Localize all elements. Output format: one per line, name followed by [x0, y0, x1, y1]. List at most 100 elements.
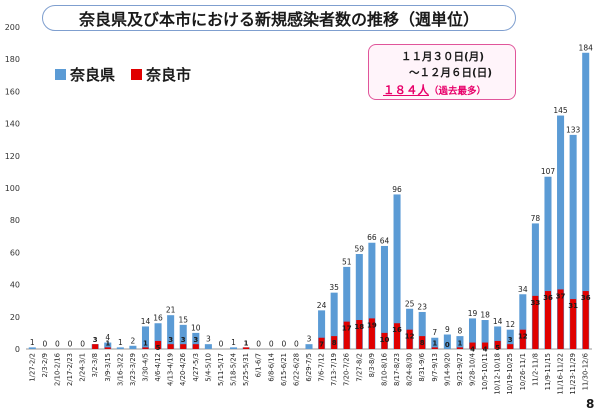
data-label-prefecture: 3: [206, 335, 211, 344]
x-tick-label: 4/20-4/26: [179, 353, 187, 386]
x-tick-label: 2/17-2/23: [66, 353, 74, 386]
bar-city: [469, 342, 476, 349]
data-label-prefecture: 18: [480, 311, 490, 320]
bar-prefecture: [506, 329, 514, 349]
data-label-prefecture: 14: [493, 317, 503, 326]
callout-line-2: ～１２月６日(日): [409, 67, 493, 79]
bar-prefecture: [129, 345, 137, 349]
y-tick-label: 140: [5, 120, 20, 129]
data-label-city: 17: [342, 325, 352, 333]
data-label-city: 5: [495, 344, 500, 352]
y-tick-label: 60: [10, 248, 20, 257]
data-label-city: 10: [380, 336, 390, 344]
callout-note: （過去最多）: [429, 86, 487, 97]
data-label-city: 18: [354, 323, 364, 331]
bar-prefecture: [468, 318, 477, 349]
data-label-city: 33: [531, 299, 541, 307]
x-tick-label: 7/27-8/2: [355, 353, 363, 382]
data-label-city: 36: [543, 294, 553, 302]
data-label-city: 1: [143, 339, 148, 347]
data-label-prefecture: 1: [30, 338, 35, 347]
bar-city: [419, 336, 426, 349]
bar-city: [507, 344, 514, 349]
data-label-prefecture: 1: [231, 338, 236, 347]
x-tick-label: 3/2-3/8: [91, 353, 99, 377]
x-tick-label: 3/9-3/15: [104, 353, 112, 382]
data-label-prefecture: 2: [131, 336, 136, 345]
data-label-city: 1: [457, 339, 462, 347]
data-label-prefecture: 19: [468, 309, 478, 318]
data-label-prefecture: 0: [269, 340, 274, 349]
legend-item-city: 奈良市: [131, 64, 191, 85]
data-label-city: 3: [181, 336, 186, 344]
bar-city: [557, 289, 564, 349]
x-tick-label: 3/23-3/29: [129, 353, 137, 386]
x-tick-label: 4/6-4/12: [154, 353, 162, 382]
bar-prefecture: [494, 326, 502, 349]
bar-city: [331, 336, 338, 349]
data-label-prefecture: 0: [281, 340, 286, 349]
bar-prefecture: [230, 347, 238, 349]
data-label-city: 4: [483, 346, 488, 354]
data-label-prefecture: 107: [541, 167, 556, 176]
x-tick-label: 1/27-2/2: [28, 353, 36, 382]
data-label-prefecture: 25: [405, 299, 415, 308]
bar-prefecture: [519, 294, 527, 349]
y-tick-label: 200: [5, 23, 20, 32]
bar-prefecture: [481, 320, 489, 349]
x-tick-label: 11/23-11/29: [569, 353, 577, 395]
legend: 奈良県 奈良市: [55, 64, 207, 85]
y-tick-label: 80: [10, 216, 20, 225]
x-tick-label: 11/9-11/15: [544, 353, 552, 390]
data-label-city: 4: [470, 346, 475, 354]
bar-city: [356, 320, 363, 349]
bar-city: [243, 347, 250, 349]
data-label-city: 0: [445, 341, 450, 349]
bar-city: [394, 323, 401, 349]
data-label-prefecture: 14: [141, 317, 151, 326]
x-tick-label: 5/4-5/10: [204, 353, 212, 382]
bar-city: [431, 347, 438, 349]
data-label-prefecture: 64: [380, 236, 390, 245]
data-label-city: 3: [93, 336, 98, 344]
bar-city: [482, 342, 489, 349]
bar-city: [381, 332, 388, 349]
bar-prefecture: [443, 334, 451, 349]
x-tick-label: 10/19-10/25: [506, 353, 514, 395]
data-label-city: 7: [319, 341, 324, 349]
data-label-prefecture: 3: [307, 335, 312, 344]
x-tick-label: 4/27-5/3: [192, 353, 200, 382]
x-tick-label: 9/21-9/27: [456, 353, 464, 386]
data-label-prefecture: 7: [432, 328, 437, 337]
bar-prefecture: [116, 347, 124, 349]
bar-prefecture: [28, 347, 36, 349]
bar-prefecture: [179, 324, 187, 349]
legend-label-prefecture: 奈良県: [70, 66, 116, 84]
data-label-prefecture: 133: [566, 125, 581, 134]
data-label-prefecture: 12: [505, 320, 515, 329]
bar-prefecture: [204, 344, 212, 349]
data-label-prefecture: 145: [553, 106, 568, 115]
bar-prefecture: [167, 315, 175, 349]
bar-city: [368, 318, 375, 349]
x-tick-label: 10/12-10/18: [494, 353, 502, 395]
data-label-prefecture: 1: [118, 338, 123, 347]
callout-box: １１月３０日(月) ～１２月６日(日) １８４人（過去最多）: [368, 44, 516, 100]
x-tick-label: 3/16-3/22: [116, 353, 124, 386]
data-label-prefecture: 10: [191, 323, 201, 332]
x-tick-label: 11/2-11/8: [531, 353, 539, 386]
data-label-city: 3: [193, 336, 198, 344]
bar-city: [406, 329, 413, 349]
x-tick-label: 9/28-10/4: [469, 353, 477, 386]
page-number: 8: [586, 397, 595, 411]
legend-item-prefecture: 奈良県: [55, 64, 115, 85]
bar-prefecture: [368, 242, 376, 349]
bar-prefecture: [141, 326, 150, 349]
x-tick-label: 5/11-5/17: [217, 353, 225, 386]
x-tick-label: 7/6-7/12: [318, 353, 326, 382]
data-label-prefecture: 0: [294, 340, 299, 349]
data-label-prefecture: 35: [329, 283, 339, 292]
bar-prefecture: [305, 344, 313, 349]
data-label-prefecture: 15: [178, 315, 188, 324]
